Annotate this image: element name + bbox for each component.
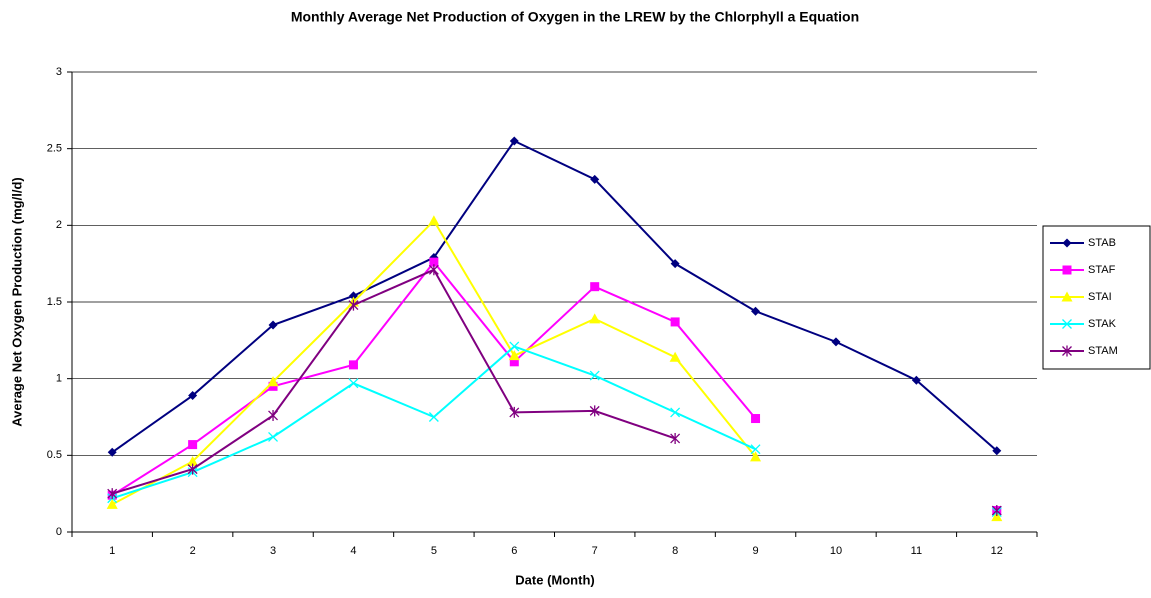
data-point — [428, 215, 440, 226]
x-tick-label: 9 — [752, 545, 758, 557]
data-point — [751, 414, 761, 424]
data-point — [750, 444, 761, 455]
data-point — [348, 299, 359, 311]
data-point — [589, 370, 600, 381]
y-tick-label: 2.5 — [47, 143, 62, 155]
data-point — [267, 376, 279, 387]
x-tick-label: 11 — [911, 545, 922, 557]
legend-label: STAF — [1088, 264, 1116, 276]
data-point — [751, 306, 761, 316]
data-point — [992, 446, 1002, 456]
legend-marker — [1062, 238, 1072, 248]
y-tick-label: 1.5 — [47, 296, 62, 308]
chart-title: Monthly Average Net Production of Oxygen… — [291, 9, 859, 25]
series-line — [112, 346, 997, 512]
x-tick-label: 5 — [431, 545, 437, 557]
data-point — [590, 282, 600, 292]
legend-marker — [1062, 265, 1072, 275]
data-point — [911, 375, 921, 385]
data-point — [991, 505, 1002, 517]
x-tick-label: 12 — [991, 545, 1003, 557]
data-point — [509, 341, 520, 352]
data-point — [831, 337, 841, 347]
data-point — [669, 351, 681, 362]
y-tick-label: 0 — [56, 526, 62, 538]
series-line — [112, 270, 997, 511]
data-point — [428, 412, 439, 422]
legend-label: STAM — [1088, 345, 1118, 357]
data-point — [509, 136, 519, 146]
data-point — [590, 174, 600, 184]
y-tick-label: 3 — [56, 66, 62, 78]
data-point — [670, 432, 681, 444]
data-point — [509, 357, 519, 367]
data-point — [106, 498, 118, 509]
data-point — [589, 405, 600, 417]
data-point — [670, 317, 680, 327]
data-point — [348, 378, 359, 389]
y-axis-title: Average Net Oxygen Production (mg/l/d) — [9, 177, 24, 426]
data-point — [268, 409, 279, 421]
data-point — [429, 257, 439, 267]
x-tick-label: 6 — [511, 545, 517, 557]
x-tick-label: 4 — [350, 545, 356, 557]
x-tick-label: 8 — [672, 545, 678, 557]
legend-label: STAK — [1088, 318, 1117, 330]
data-point — [107, 447, 117, 457]
data-point — [670, 259, 680, 269]
data-point — [509, 406, 520, 418]
legend-marker — [1062, 319, 1072, 329]
data-point — [348, 360, 358, 370]
data-point — [188, 440, 198, 450]
data-point — [268, 320, 278, 330]
data-point — [670, 407, 681, 418]
x-tick-label: 2 — [190, 545, 196, 557]
data-point — [187, 463, 198, 475]
legend-label: STAB — [1088, 237, 1116, 249]
legend-marker — [1062, 345, 1072, 357]
data-point — [428, 264, 439, 276]
legend-marker — [1061, 291, 1073, 302]
series-line — [112, 221, 997, 517]
y-tick-label: 1 — [56, 373, 62, 385]
data-point — [750, 451, 762, 462]
x-tick-label: 1 — [109, 545, 115, 557]
y-tick-label: 0.5 — [47, 449, 62, 461]
x-tick-label: 10 — [830, 545, 842, 557]
series-line — [112, 262, 997, 510]
data-point — [188, 391, 198, 401]
y-tick-label: 2 — [56, 219, 62, 231]
x-tick-label: 7 — [592, 545, 598, 557]
data-point — [187, 455, 199, 466]
data-point — [348, 291, 358, 301]
data-point — [268, 431, 279, 442]
data-point — [268, 381, 278, 391]
data-point — [107, 488, 118, 500]
data-point — [991, 511, 1003, 522]
data-point — [589, 313, 601, 324]
x-axis-title: Date (Month) — [515, 572, 594, 587]
legend-label: STAI — [1088, 291, 1112, 303]
x-tick-label: 3 — [270, 545, 276, 557]
data-point — [508, 350, 520, 361]
series-line — [111, 139, 998, 454]
